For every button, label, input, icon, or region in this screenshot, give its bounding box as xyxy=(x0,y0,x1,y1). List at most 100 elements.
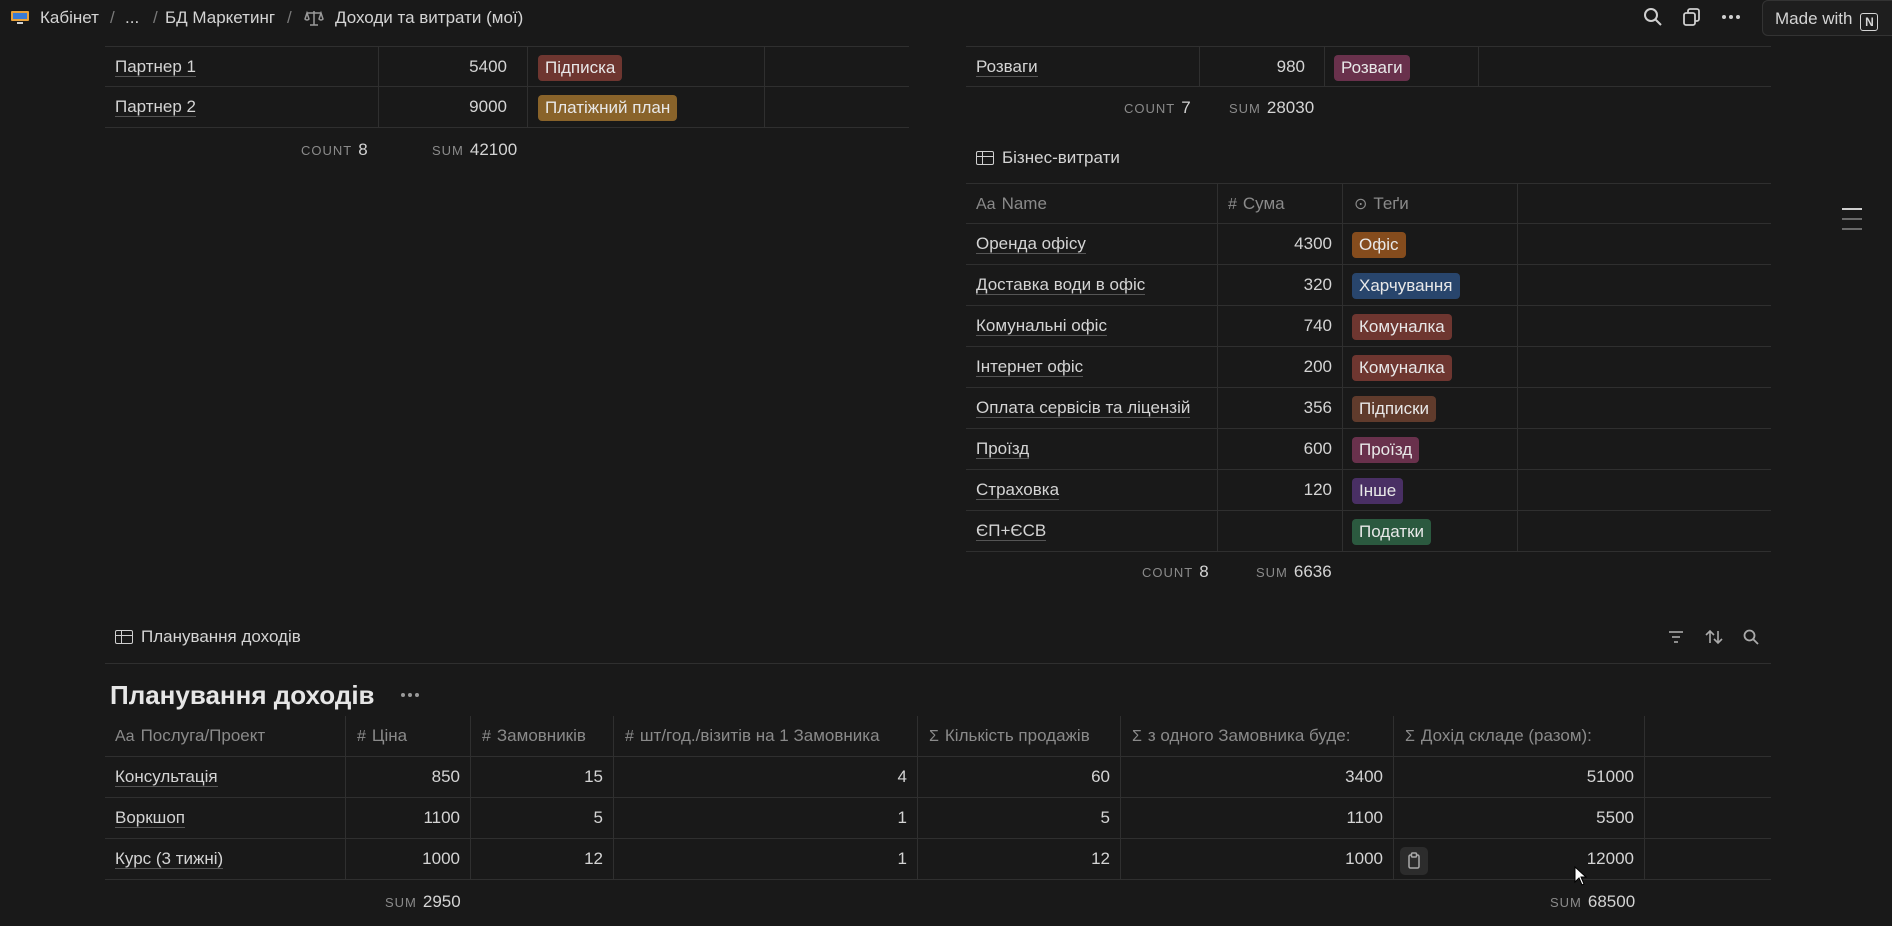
row-tag[interactable]: Податки xyxy=(1352,511,1512,551)
table-row[interactable]: Доставка води в офіс 320 Харчування xyxy=(966,265,1771,306)
breadcrumb-item-cabinet[interactable]: Кабінет xyxy=(40,8,99,27)
more-options-icon[interactable] xyxy=(1720,6,1742,28)
row-tag[interactable]: Інше xyxy=(1352,470,1512,510)
row-name[interactable]: ЄП+ЄСВ xyxy=(976,521,1047,541)
made-with-notion-button[interactable]: Made with N xyxy=(1762,0,1892,36)
row-name[interactable]: Консультація xyxy=(115,767,218,787)
row-name[interactable]: Проїзд xyxy=(976,439,1030,459)
column-header-clients[interactable]: # Замовників xyxy=(482,726,586,745)
table-row[interactable]: ЄП+ЄСВ Податки xyxy=(966,511,1771,552)
row-tag[interactable]: Харчування xyxy=(1352,265,1512,305)
row-name[interactable]: Розваги xyxy=(976,57,1038,77)
row-per-client[interactable]: 1100 xyxy=(1346,808,1383,827)
row-price[interactable]: 850 xyxy=(431,767,460,786)
table-row[interactable]: Розваги 980 Розваги xyxy=(966,46,1771,87)
row-tag[interactable]: Комуналка xyxy=(1352,306,1512,346)
row-amount[interactable]: 200 xyxy=(1303,357,1332,376)
row-amount[interactable]: 9000 xyxy=(469,97,507,116)
row-amount[interactable]: 980 xyxy=(1276,57,1305,76)
table-search-icon[interactable] xyxy=(1742,628,1760,651)
table-row[interactable]: Партнер 1 5400 Підписка xyxy=(105,46,909,87)
sum-footer[interactable]: SUM 6636 xyxy=(1256,562,1332,581)
table-row[interactable]: Партнер 2 9000 Платіжний план xyxy=(105,87,909,128)
row-tag[interactable]: Офіс xyxy=(1352,224,1512,264)
row-amount[interactable]: 120 xyxy=(1303,480,1332,499)
row-tag[interactable]: Підписки xyxy=(1352,388,1512,428)
row-units[interactable]: 1 xyxy=(897,808,907,827)
outline-icon[interactable] xyxy=(1842,208,1862,232)
row-name[interactable]: Інтернет офіс xyxy=(976,357,1084,377)
column-header-units[interactable]: # шт/год./візитів на 1 Замовника xyxy=(625,726,880,745)
row-tag[interactable]: Проїзд xyxy=(1352,429,1512,469)
column-header-service[interactable]: Aa Послуга/Проект xyxy=(115,726,266,745)
row-name[interactable]: Доставка води в офіс xyxy=(976,275,1146,295)
row-clients[interactable]: 12 xyxy=(584,849,603,868)
row-tag[interactable]: Платіжний план xyxy=(538,87,738,127)
planning-db-title[interactable]: Планування доходів xyxy=(115,627,301,647)
table-row[interactable]: Комунальні офіс 740 Комуналка xyxy=(966,306,1771,347)
row-amount[interactable]: 320 xyxy=(1303,275,1332,294)
column-header-price[interactable]: # Ціна xyxy=(357,726,408,745)
row-per-client[interactable]: 1000 xyxy=(1345,849,1383,868)
sum-footer[interactable]: SUM 42100 xyxy=(432,140,518,159)
column-header-amount[interactable]: # Сума xyxy=(1228,194,1285,213)
column-header-tags[interactable]: ⊙ Теґи xyxy=(1354,194,1409,213)
table-row[interactable]: Оренда офісу 4300 Офіс xyxy=(966,224,1771,265)
row-sales[interactable]: 5 xyxy=(1100,808,1110,827)
row-units[interactable]: 4 xyxy=(897,767,907,786)
breadcrumb-item-ellipsis[interactable]: ... xyxy=(125,8,140,27)
row-units[interactable]: 1 xyxy=(897,849,907,868)
row-price[interactable]: 1100 xyxy=(423,808,460,827)
row-tag[interactable]: Розваги xyxy=(1334,47,1474,87)
row-name[interactable]: Оренда офісу xyxy=(976,234,1086,254)
row-total[interactable]: 51000 xyxy=(1586,767,1634,786)
table-row[interactable]: Консультація 850 15 4 60 3400 51000 xyxy=(105,757,1771,798)
count-footer[interactable]: COUNT 8 xyxy=(301,140,368,159)
count-footer[interactable]: COUNT 8 xyxy=(1142,562,1209,581)
breadcrumb-item-current-page[interactable]: Доходи та витрати (мої) xyxy=(335,8,524,27)
table-row[interactable]: Воркшоп 1100 5 1 5 1100 5500 xyxy=(105,798,1771,839)
total-sum-footer[interactable]: SUM 68500 xyxy=(1550,892,1636,911)
row-name[interactable]: Партнер 2 xyxy=(115,97,197,117)
row-amount[interactable]: 4300 xyxy=(1294,234,1332,253)
breadcrumb-item-bd-marketing[interactable]: БД Маркетинг xyxy=(165,8,276,27)
row-name[interactable]: Страховка xyxy=(976,480,1060,500)
row-amount[interactable]: 600 xyxy=(1303,439,1332,458)
more-options-icon[interactable] xyxy=(399,684,421,711)
row-name[interactable]: Партнер 1 xyxy=(115,57,197,77)
duplicate-icon[interactable] xyxy=(1681,6,1703,28)
sort-icon[interactable] xyxy=(1704,628,1724,651)
row-price[interactable]: 1000 xyxy=(422,849,460,868)
table-row[interactable]: Інтернет офіс 200 Комуналка xyxy=(966,347,1771,388)
column-header-sales[interactable]: Σ Кількість продажів xyxy=(929,726,1090,745)
sum-footer[interactable]: SUM 28030 xyxy=(1229,98,1315,117)
row-sales[interactable]: 60 xyxy=(1091,767,1110,786)
search-icon[interactable] xyxy=(1642,6,1664,28)
count-footer[interactable]: COUNT 7 xyxy=(1124,98,1191,117)
row-clients[interactable]: 15 xyxy=(584,767,603,786)
table-row[interactable]: Проїзд 600 Проїзд xyxy=(966,429,1771,470)
business-expenses-db-title[interactable]: Бізнес-витрати xyxy=(976,148,1120,168)
table-row[interactable]: Курс (3 тижні) 1000 12 1 12 1000 12000 xyxy=(105,839,1771,880)
row-per-client[interactable]: 3400 xyxy=(1345,767,1383,786)
row-total[interactable]: 5500 xyxy=(1596,808,1634,827)
row-total[interactable]: 12000 xyxy=(1586,849,1634,868)
row-name[interactable]: Курс (3 тижні) xyxy=(115,849,224,869)
table-row[interactable]: Оплата сервісів та ліцензій 356 Підписки xyxy=(966,388,1771,429)
filter-icon[interactable] xyxy=(1667,628,1685,651)
row-amount[interactable]: 356 xyxy=(1303,398,1332,417)
column-header-total[interactable]: Σ Дохід складе (разом): xyxy=(1405,726,1592,745)
row-name[interactable]: Комунальні офіс xyxy=(976,316,1107,336)
row-name[interactable]: Оплата сервісів та ліцензій xyxy=(976,398,1191,418)
row-tag[interactable]: Підписка xyxy=(538,47,738,87)
row-amount[interactable] xyxy=(1217,511,1342,551)
table-row[interactable]: Страховка 120 Інше xyxy=(966,470,1771,511)
row-clients[interactable]: 5 xyxy=(593,808,603,827)
column-header-name[interactable]: Aa Name xyxy=(976,194,1047,213)
row-name[interactable]: Воркшоп xyxy=(115,808,185,828)
copy-icon[interactable] xyxy=(1400,847,1428,875)
row-amount[interactable]: 740 xyxy=(1303,316,1332,335)
row-amount[interactable]: 5400 xyxy=(469,57,507,76)
price-sum-footer[interactable]: SUM 2950 xyxy=(385,892,461,911)
